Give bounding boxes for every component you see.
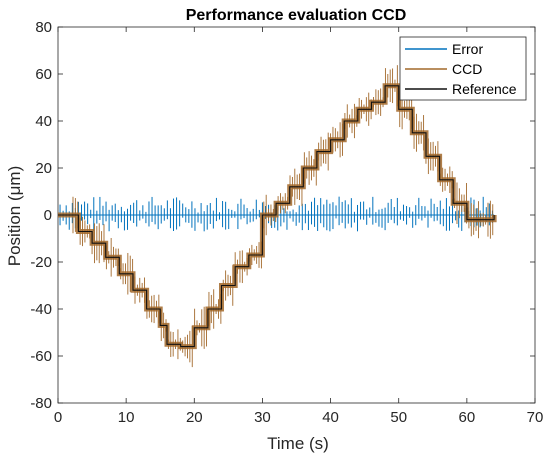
x-tick-label-6: 60 (459, 409, 476, 426)
x-tick-label-2: 20 (186, 409, 203, 426)
x-tick-label-5: 50 (390, 409, 407, 426)
legend-label-reference: Reference (452, 81, 517, 97)
y-tick-label-5: -20 (30, 254, 52, 271)
y-tick-label-7: -60 (30, 348, 52, 365)
x-tick-label-4: 40 (322, 409, 339, 426)
y-axis-label: Position (μm) (5, 166, 24, 266)
legend-label-error: Error (452, 41, 483, 57)
plot-area: 0 10 20 30 40 50 60 70 80 60 40 20 0 -20 -40 -60 -80 (30, 19, 543, 426)
y-tick-label-0: 80 (35, 19, 52, 36)
x-tick-label-1: 10 (118, 409, 135, 426)
y-tick-label-1: 60 (35, 66, 52, 83)
y-tick-label-8: -80 (30, 395, 52, 412)
y-tick-label-2: 40 (35, 113, 52, 130)
x-tick-label-7: 70 (527, 409, 544, 426)
x-tick-label-3: 30 (254, 409, 271, 426)
legend: Error CCD Reference (399, 36, 527, 101)
chart-title: Performance evaluation CCD (186, 7, 407, 24)
y-tick-label-3: 20 (35, 160, 52, 177)
x-axis-label: Time (s) (267, 434, 329, 453)
series-ccd-line (58, 83, 497, 350)
series-reference-line (58, 85, 495, 348)
legend-label-ccd: CCD (452, 61, 482, 77)
y-tick-label-6: -40 (30, 301, 52, 318)
y-tick-label-4: 0 (44, 207, 52, 224)
x-tick-label-0: 0 (54, 409, 62, 426)
